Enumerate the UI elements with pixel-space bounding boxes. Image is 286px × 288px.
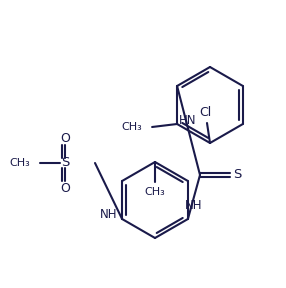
Text: HN: HN [179,113,196,126]
Text: Cl: Cl [199,107,211,120]
Text: S: S [233,168,241,181]
Text: NH: NH [184,199,202,212]
Text: O: O [60,181,70,194]
Text: CH₃: CH₃ [121,122,142,132]
Text: CH₃: CH₃ [145,187,165,197]
Text: O: O [60,132,70,145]
Text: NH: NH [100,207,118,221]
Text: CH₃: CH₃ [9,158,30,168]
Text: S: S [61,156,69,170]
